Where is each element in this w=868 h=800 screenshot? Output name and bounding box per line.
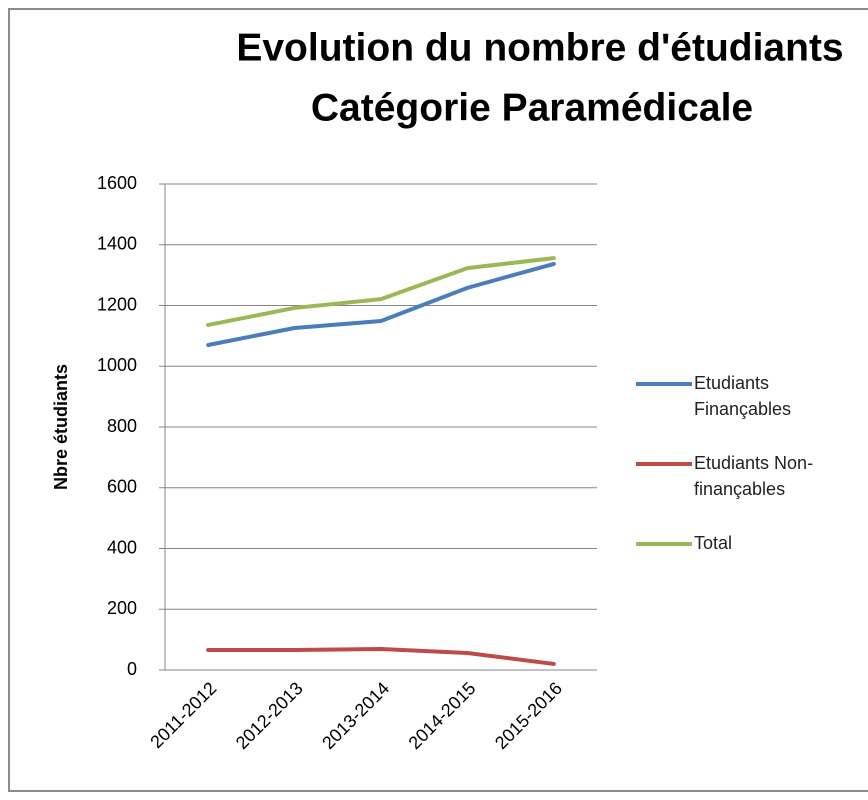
legend-entry: Etudiants Finançables <box>636 370 844 422</box>
y-tick-label: 600 <box>107 477 137 497</box>
y-tick-label: 1000 <box>97 355 137 375</box>
legend-label: Total <box>694 533 733 553</box>
y-tick-label: 1600 <box>97 173 137 193</box>
y-axis-label: Nbre étudiants <box>51 364 71 490</box>
y-tick-label: 400 <box>107 537 137 557</box>
y-tick-label: 200 <box>107 598 137 618</box>
legend-label: Etudiants Finançables <box>694 373 792 419</box>
legend-entry: Etudiants Non-finançables <box>636 450 844 502</box>
legend: Etudiants Finançables Etudiants Non-finan… <box>636 370 866 584</box>
legend-swatch <box>636 462 692 466</box>
legend-entry: Total <box>636 530 844 556</box>
y-tick-label: 0 <box>127 659 137 679</box>
legend-swatch <box>636 382 692 386</box>
series-line <box>206 261 556 347</box>
legend-label: Etudiants Non-finançables <box>694 453 814 499</box>
series-line <box>206 256 556 327</box>
y-tick-label: 1400 <box>97 234 137 254</box>
legend-swatch <box>636 542 692 546</box>
y-tick-label: 1200 <box>97 294 137 314</box>
chart-border <box>8 8 868 792</box>
y-tick-label: 800 <box>107 416 137 436</box>
chart-subtitle: Catégorie Paramédicale <box>311 86 753 129</box>
series-line <box>206 647 556 666</box>
chart-title: Evolution du nombre d'étudiants <box>236 26 843 69</box>
